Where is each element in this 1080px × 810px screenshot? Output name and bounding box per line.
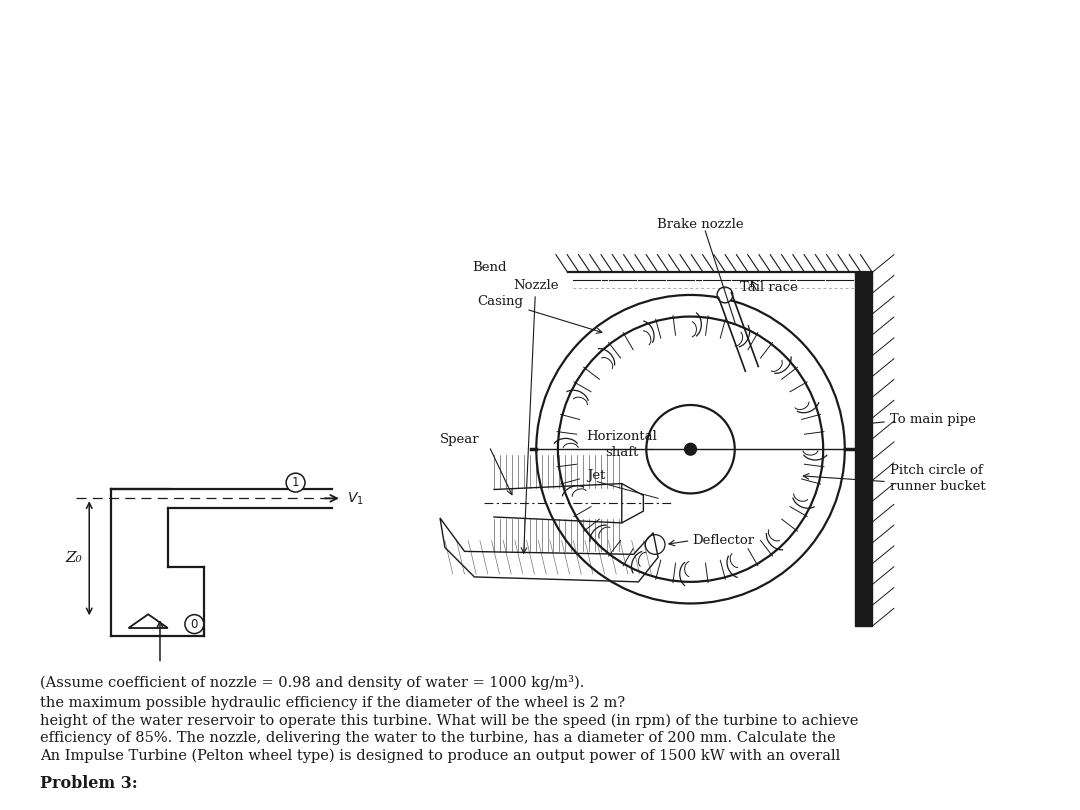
Text: Deflector: Deflector xyxy=(692,534,755,547)
Text: Problem 3:: Problem 3: xyxy=(40,775,138,792)
Text: Brake nozzle: Brake nozzle xyxy=(657,218,744,231)
Circle shape xyxy=(646,405,734,493)
Text: Horizontal
shaft: Horizontal shaft xyxy=(586,430,658,458)
Text: $V_1$: $V_1$ xyxy=(347,491,363,507)
Circle shape xyxy=(685,443,697,455)
Text: Jet: Jet xyxy=(588,469,606,482)
Text: 1: 1 xyxy=(292,476,299,489)
Text: Tail race: Tail race xyxy=(740,281,797,294)
Text: Z₀: Z₀ xyxy=(65,552,82,565)
Text: the maximum possible hydraulic efficiency if the diameter of the wheel is 2 m?: the maximum possible hydraulic efficienc… xyxy=(40,696,625,710)
Text: Spear: Spear xyxy=(440,433,480,446)
Text: Pitch circle of
runner bucket: Pitch circle of runner bucket xyxy=(890,464,986,493)
Bar xyxy=(854,272,873,626)
Text: 0: 0 xyxy=(191,617,198,631)
Text: efficiency of 85%. The nozzle, delivering the water to the turbine, has a diamet: efficiency of 85%. The nozzle, deliverin… xyxy=(40,731,836,745)
Text: Nozzle: Nozzle xyxy=(514,279,559,292)
Text: (Assume coefficient of nozzle = 0.98 and density of water = 1000 kg/m³).: (Assume coefficient of nozzle = 0.98 and… xyxy=(40,676,584,690)
Text: To main pipe: To main pipe xyxy=(890,413,976,426)
Circle shape xyxy=(717,287,733,303)
Text: height of the water reservoir to operate this turbine. What will be the speed (i: height of the water reservoir to operate… xyxy=(40,714,859,728)
Text: Bend: Bend xyxy=(472,261,507,274)
Text: An Impulse Turbine (Pelton wheel type) is designed to produce an output power of: An Impulse Turbine (Pelton wheel type) i… xyxy=(40,749,840,763)
Text: Casing: Casing xyxy=(477,295,602,334)
